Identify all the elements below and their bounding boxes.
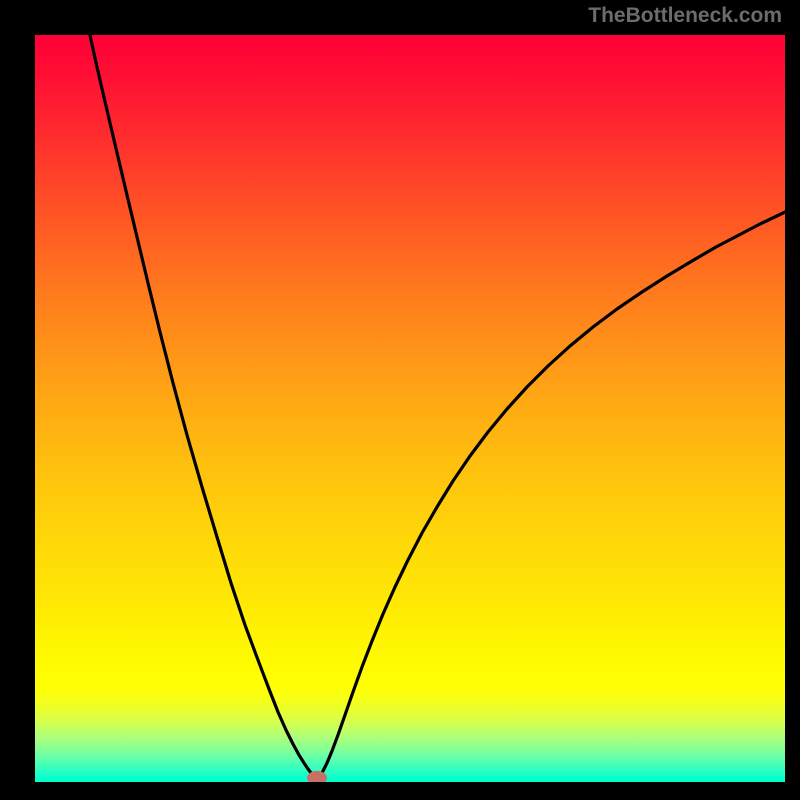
plot-area — [35, 35, 785, 782]
bottleneck-curve — [35, 35, 785, 782]
attribution-text: TheBottleneck.com — [588, 4, 782, 28]
curve-path — [90, 35, 785, 778]
